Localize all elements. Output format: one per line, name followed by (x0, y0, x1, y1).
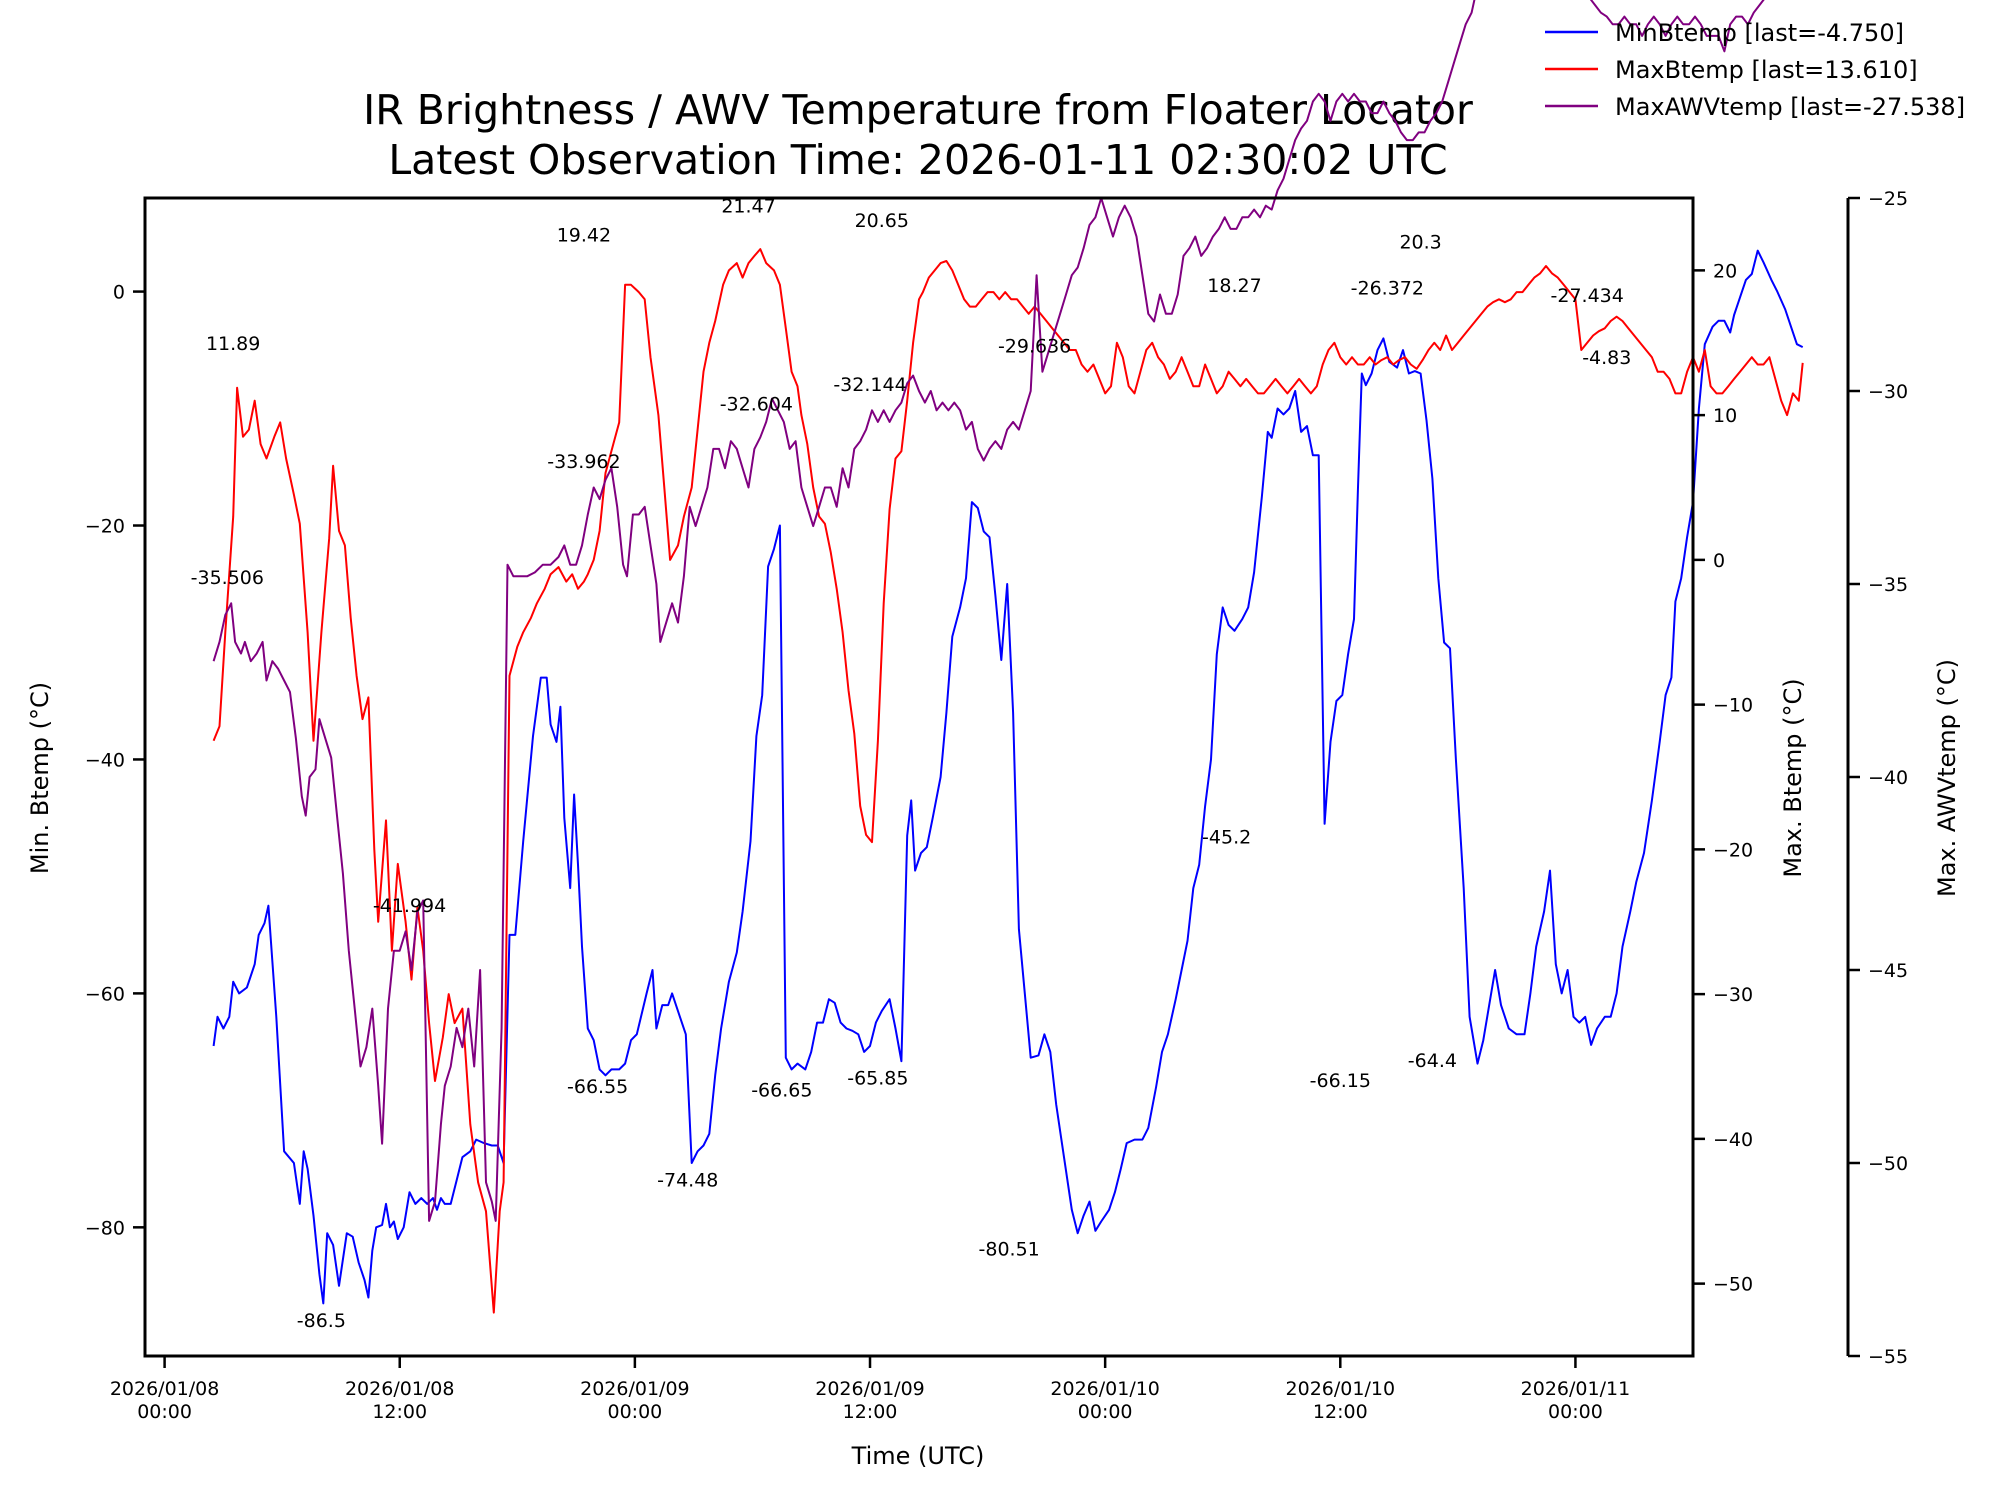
x-tick-label-date: 2026/01/09 (580, 1378, 690, 1400)
y-tick-label-awv: −45 (1868, 960, 1908, 982)
data-label-minbtemp: -80.51 (979, 1238, 1040, 1260)
data-label-minbtemp: -66.65 (751, 1079, 812, 1101)
chart-title-line-1: IR Brightness / AWV Temperature from Flo… (363, 86, 1473, 134)
data-label-maxawvtemp: -29.636 (998, 335, 1071, 357)
data-label-minbtemp: -65.85 (847, 1068, 908, 1090)
data-label-maxawvtemp: -32.144 (833, 374, 906, 396)
y-tick-label-max: 0 (1713, 550, 1725, 572)
y-axis-min-btemp: 0 −20 −40 −60 −80 (85, 282, 145, 1239)
legend: MinBtemp [last=-4.750] MaxBtemp [last=13… (1545, 19, 1965, 121)
data-label-maxawvtemp: -27.434 (1551, 285, 1624, 307)
data-label-maxbtemp: 20.65 (855, 210, 909, 232)
data-label-maxawvtemp: -41.994 (373, 895, 446, 917)
y-tick-label-min: 0 (113, 282, 125, 304)
x-tick-label-time: 00:00 (1078, 1401, 1133, 1423)
y-tick-label-max: 10 (1713, 405, 1737, 427)
y-tick-label-awv: −30 (1868, 381, 1908, 403)
legend-label-maxawvtemp: MaxAWVtemp [last=-27.538] (1615, 93, 1965, 121)
y-axis-max-awvtemp: −25 −30 −35 −40 −45 −50 −55 (1846, 188, 1908, 1368)
chart-title-line-2: Latest Observation Time: 2026-01-11 02:3… (388, 136, 1447, 184)
data-label-minbtemp: -45.2 (1202, 827, 1251, 849)
series-line-maxawvtemp (212, 0, 1765, 1222)
x-tick-label-date: 2026/01/08 (110, 1378, 220, 1400)
plot-frame (143, 196, 1695, 1358)
x-tick-label-date: 2026/01/11 (1521, 1378, 1631, 1400)
data-label-maxbtemp: 18.27 (1207, 275, 1261, 297)
data-label-maxbtemp: 11.89 (206, 333, 260, 355)
data-label-minbtemp: -74.48 (657, 1169, 718, 1191)
data-label-maxbtemp: 20.3 (1399, 232, 1441, 254)
y-tick-label-max: −10 (1713, 695, 1753, 717)
series-line-maxbtemp (212, 248, 1804, 1314)
legend-label-minbtemp: MinBtemp [last=-4.750] (1615, 19, 1904, 47)
y-tick-label-max: 20 (1713, 260, 1737, 282)
data-label-maxawvtemp: -33.962 (547, 451, 620, 473)
y-tick-label-awv: −50 (1868, 1153, 1908, 1175)
y-tick-label-min: −20 (85, 516, 125, 538)
x-axis-label: Time (UTC) (851, 1442, 985, 1470)
y-tick-label-max: −50 (1713, 1274, 1753, 1296)
x-tick-label-date: 2026/01/10 (1286, 1378, 1396, 1400)
y-axis-label-max-btemp: Max. Btemp (°C) (1779, 678, 1807, 877)
y-tick-label-min: −40 (85, 749, 125, 771)
y-tick-label-awv: −25 (1868, 188, 1908, 210)
data-label-maxawvtemp: -35.506 (191, 567, 264, 589)
x-tick-label-time: 00:00 (607, 1401, 662, 1423)
data-label-maxbtemp: 19.42 (557, 224, 611, 246)
data-label-minbtemp: -66.55 (567, 1076, 628, 1098)
data-label-minbtemp: -64.4 (1408, 1050, 1457, 1072)
x-tick-label-time: 12:00 (843, 1401, 898, 1423)
x-tick-label-time: 00:00 (137, 1401, 192, 1423)
y-axis-label-max-awvtemp: Max. AWVtemp (°C) (1933, 659, 1961, 897)
y-tick-label-min: −80 (85, 1217, 125, 1239)
y-tick-label-awv: −35 (1868, 574, 1908, 596)
x-axis: 2026/01/0800:002026/01/0812:002026/01/09… (110, 1356, 1630, 1423)
data-label-maxawvtemp: -26.372 (1351, 278, 1424, 300)
y-tick-label-awv: −55 (1868, 1346, 1908, 1368)
plot-border (143, 196, 1695, 1358)
y-tick-label-max: −40 (1713, 1129, 1753, 1151)
y-tick-label-max: −30 (1713, 984, 1753, 1006)
annotations: 11.89 -35.506 -86.5 -41.994 19.42 -33.962 -66.… (191, 195, 1632, 1331)
data-label-maxawvtemp: -32.604 (720, 393, 793, 415)
data-label-maxbtemp: 21.47 (721, 195, 775, 217)
data-label-minbtemp: -66.15 (1310, 1070, 1371, 1092)
legend-label-maxbtemp: MaxBtemp [last=13.610] (1615, 56, 1918, 84)
data-label-minbtemp: -86.5 (297, 1310, 346, 1332)
y-axis-max-btemp: 20 10 0 −10 −20 −30 −40 −50 (1693, 260, 1753, 1296)
x-tick-label-date: 2026/01/09 (815, 1378, 925, 1400)
data-label-minbtemp: -4.83 (1582, 347, 1631, 369)
x-tick-label-date: 2026/01/10 (1050, 1378, 1160, 1400)
y-tick-label-awv: −40 (1868, 767, 1908, 789)
y-tick-label-max: −20 (1713, 839, 1753, 861)
plot-lines (212, 0, 1804, 1314)
x-tick-label-time: 00:00 (1548, 1401, 1603, 1423)
y-axis-label-min-btemp: Min. Btemp (°C) (26, 682, 54, 874)
x-tick-label-date: 2026/01/08 (345, 1378, 455, 1400)
series-line-minbtemp (212, 249, 1804, 1305)
x-tick-label-time: 12:00 (372, 1401, 427, 1423)
x-tick-label-time: 12:00 (1313, 1401, 1368, 1423)
y-tick-label-min: −60 (85, 983, 125, 1005)
